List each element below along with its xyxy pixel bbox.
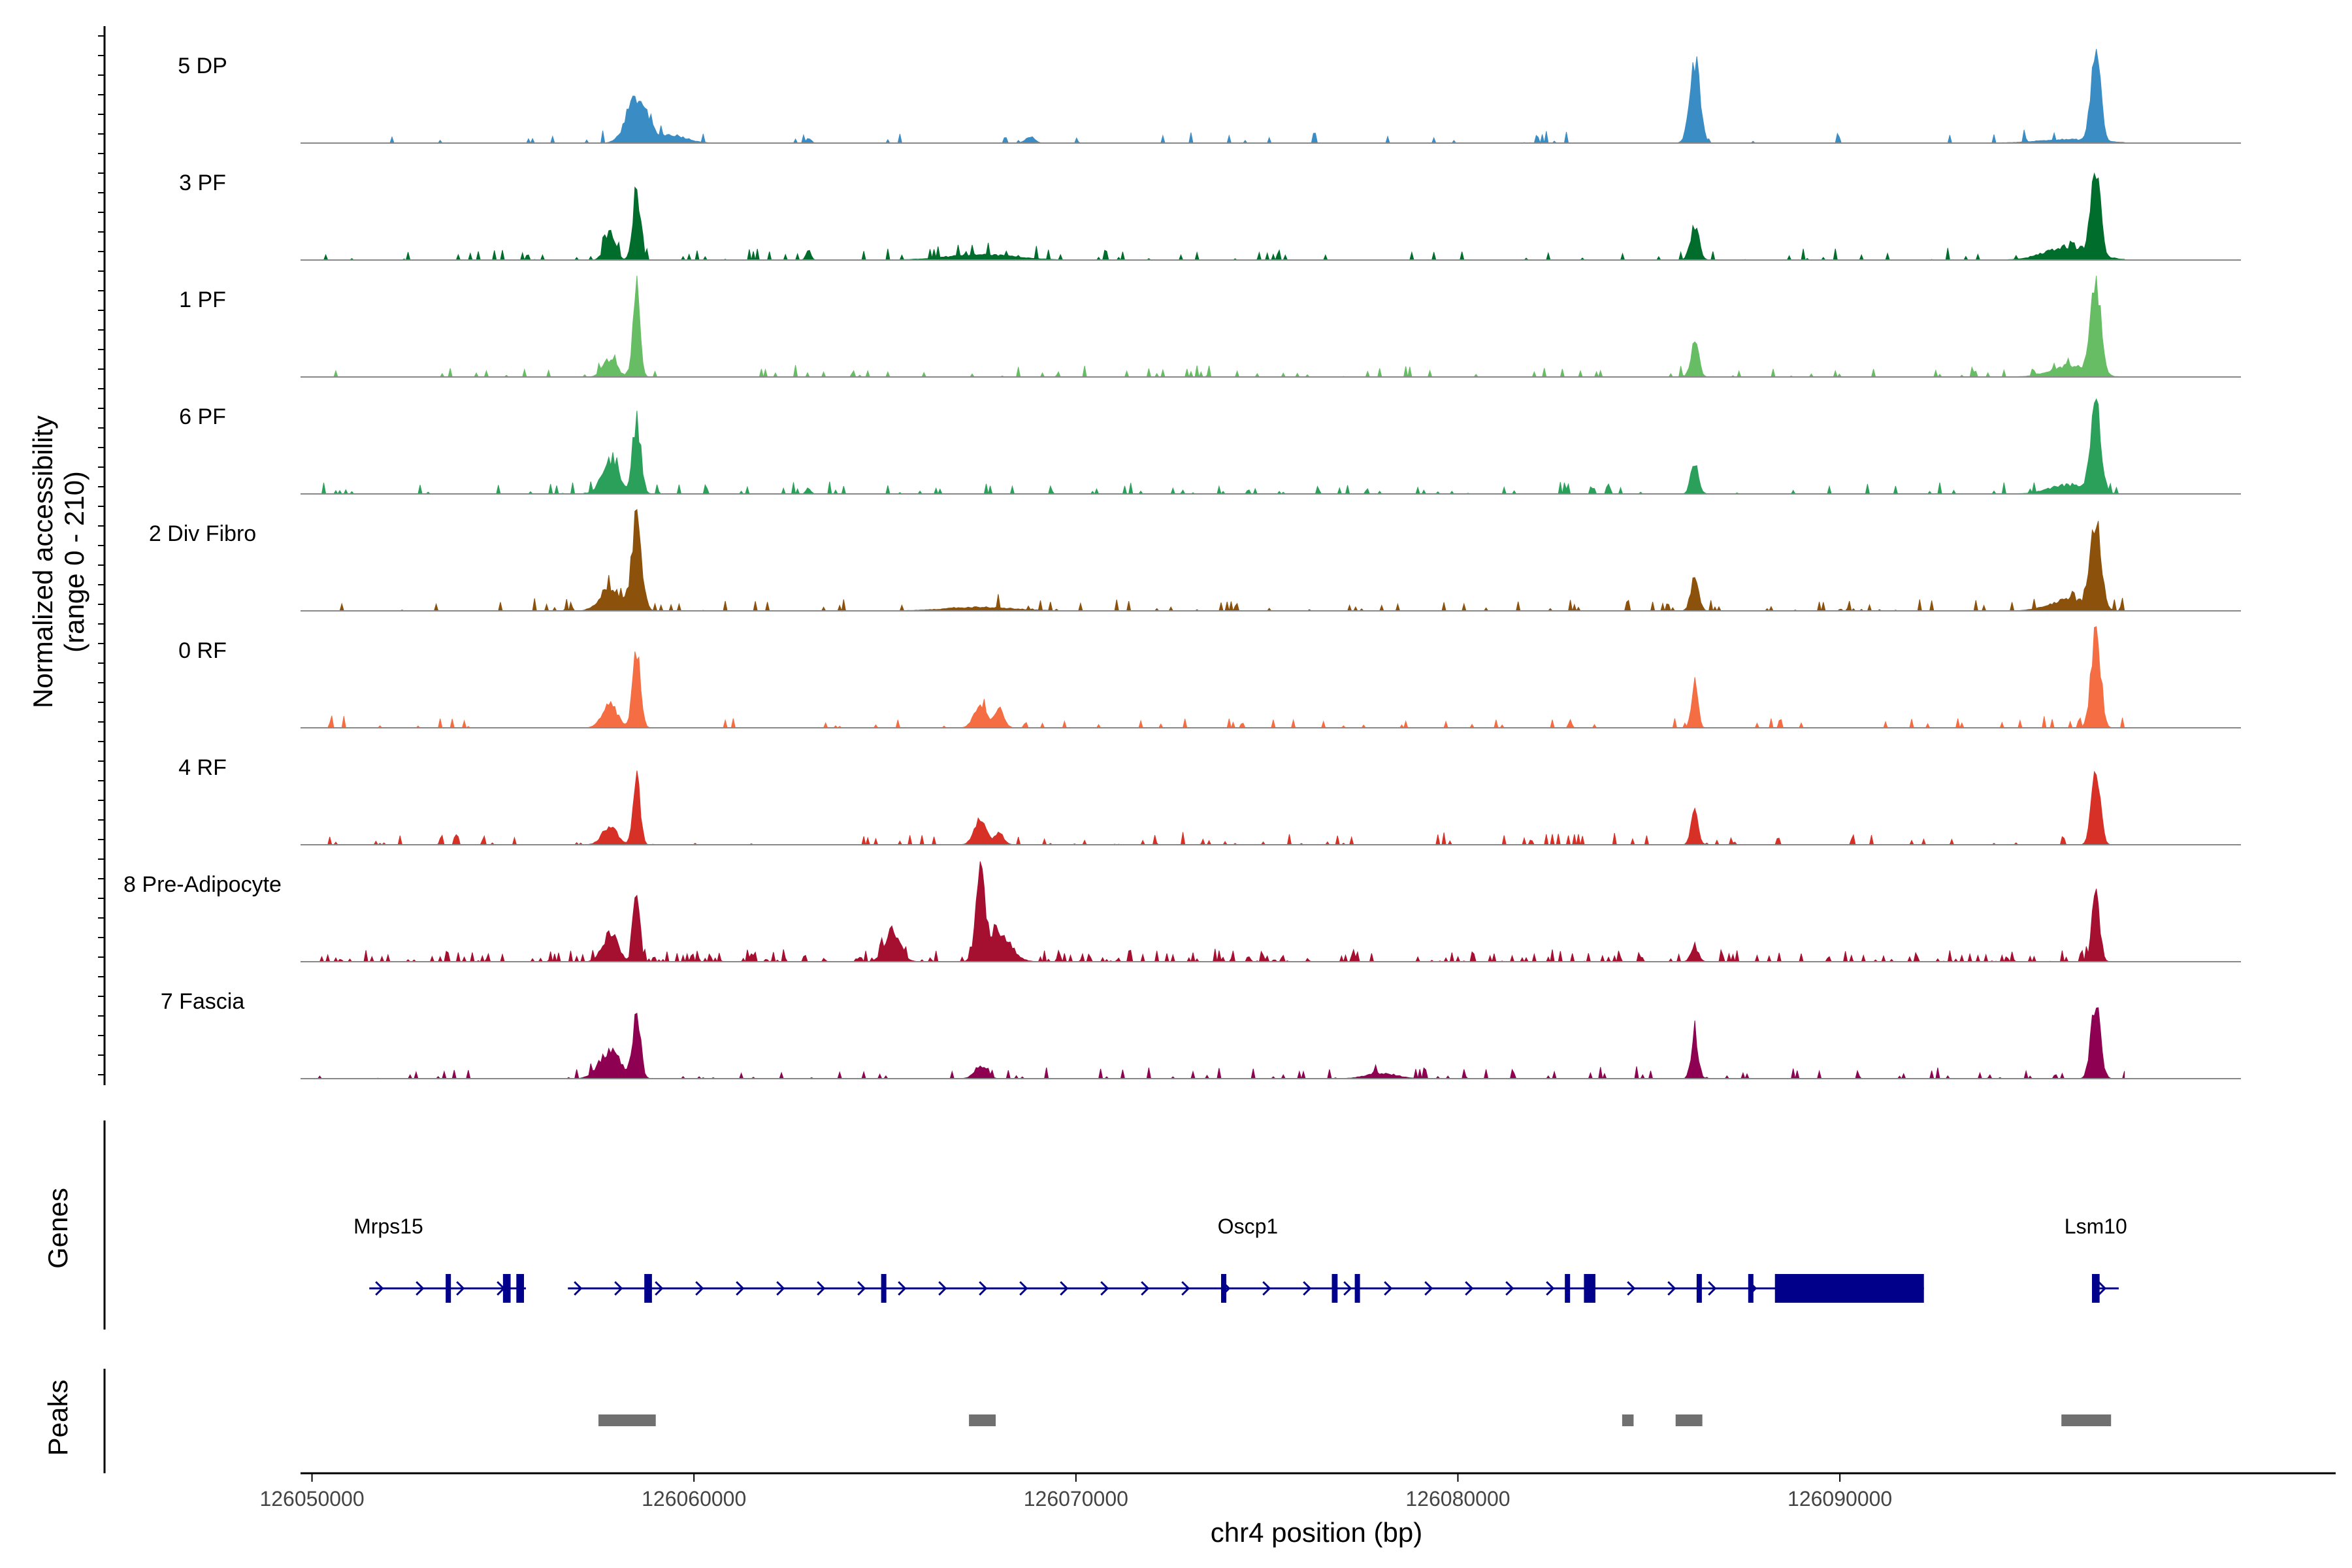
gene-label: Mrps15 [353, 1215, 423, 1238]
strand-arrow [1465, 1281, 1474, 1296]
strand-arrow [1181, 1281, 1190, 1296]
track-label: 1 PF [179, 287, 226, 312]
peaks-panel-label: Peaks [42, 1380, 73, 1456]
track-6: 0 RF [178, 626, 2241, 729]
peaks-layer [598, 1414, 2112, 1426]
strand-arrow [979, 1281, 988, 1296]
coverage-area [318, 398, 2125, 495]
track-2: 3 PF [179, 171, 2241, 261]
track-label: 7 Fascia [161, 989, 245, 1014]
strand-arrow [375, 1281, 384, 1296]
strand-arrow [1100, 1281, 1109, 1296]
track-3: 1 PF [179, 275, 2241, 378]
coverage-area [317, 1007, 2125, 1080]
peak-region [969, 1414, 996, 1426]
strand-arrow [1708, 1281, 1717, 1296]
strand-arrow [695, 1281, 704, 1296]
strand-arrow [1424, 1281, 1433, 1296]
x-tick-label: 126060000 [642, 1487, 746, 1511]
track-label: 2 Div Fibro [149, 521, 256, 546]
strand-arrow [1060, 1281, 1069, 1296]
y-axis-title-line2: (range 0 - 210) [59, 471, 90, 653]
exon [1354, 1274, 1360, 1303]
strand-arrow [574, 1281, 583, 1296]
exon [2091, 1274, 2100, 1303]
strand-arrow [1384, 1281, 1393, 1296]
exon [1696, 1274, 1702, 1303]
exon [446, 1274, 451, 1303]
strand-arrow [1667, 1281, 1676, 1296]
strand-arrow [1262, 1281, 1271, 1296]
gene-oscp1: Oscp1 [568, 1215, 1924, 1303]
gene-label: Lsm10 [2065, 1215, 2127, 1238]
exon [1584, 1274, 1595, 1303]
strand-arrow [456, 1281, 465, 1296]
genes-panel-label: Genes [42, 1188, 73, 1269]
strand-arrow [614, 1281, 623, 1296]
peak-region [1675, 1414, 1703, 1426]
exon [1565, 1274, 1571, 1303]
coverage-area [318, 509, 2125, 612]
coverage-area [318, 48, 2125, 144]
track-5: 2 Div Fibro [149, 509, 2241, 612]
x-axis-title: chr4 position (bp) [1211, 1517, 1423, 1548]
gene-label: Oscp1 [1218, 1215, 1278, 1238]
strand-arrow [1141, 1281, 1150, 1296]
exon [1774, 1274, 1924, 1303]
exon [1331, 1274, 1338, 1303]
strand-arrow [817, 1281, 826, 1296]
peak-region [598, 1414, 656, 1426]
strand-arrow [1505, 1281, 1514, 1296]
x-tick-label: 126080000 [1405, 1487, 1510, 1511]
track-label: 3 PF [179, 171, 226, 195]
track-1: 5 DP [178, 48, 2241, 144]
peak-region [2061, 1414, 2112, 1426]
track-label: 5 DP [178, 54, 227, 78]
exon [502, 1274, 511, 1303]
y-axis-title-line1: Normalized accessibility [27, 416, 58, 708]
track-label: 4 RF [178, 755, 227, 780]
tracks-layer: 5 DP 3 PF 1 PF 6 PF 2 Div Fibro 0 RF 4 RF 8 Pre… [123, 48, 2241, 1080]
track-label: 8 Pre-Adipocyte [123, 872, 282, 897]
strand-arrow [1627, 1281, 1636, 1296]
exon [881, 1274, 887, 1303]
coverage-area [318, 172, 2125, 261]
coverage-area [318, 626, 2125, 729]
coverage-area [318, 770, 2125, 846]
exon [1220, 1274, 1226, 1303]
genes-layer: Mrps15 Oscp1 Lsm10 [353, 1215, 2127, 1303]
strand-arrow [1343, 1281, 1352, 1296]
strand-arrow [938, 1281, 947, 1296]
peak-region [1622, 1414, 1634, 1426]
coverage-area [318, 861, 2125, 963]
gene-lsm10: Lsm10 [2065, 1215, 2127, 1303]
coverage-area [318, 275, 2125, 378]
exon [644, 1274, 652, 1303]
strand-arrow [736, 1281, 745, 1296]
strand-arrow [2097, 1281, 2107, 1296]
exon [516, 1274, 525, 1303]
track-4: 6 PF [179, 398, 2241, 495]
strand-arrow [655, 1281, 664, 1296]
track-7: 4 RF [178, 755, 2241, 846]
x-tick-label: 126090000 [1788, 1487, 1892, 1511]
x-tick-label: 126070000 [1024, 1487, 1128, 1511]
gene-mrps15: Mrps15 [353, 1215, 526, 1303]
track-label: 0 RF [178, 638, 227, 663]
strand-arrow [1303, 1281, 1312, 1296]
strand-arrow [776, 1281, 785, 1296]
track-8: 8 Pre-Adipocyte [123, 861, 2241, 963]
exon [1748, 1274, 1754, 1303]
strand-arrow [898, 1281, 907, 1296]
track-label: 6 PF [179, 404, 226, 429]
strand-arrow [416, 1281, 425, 1296]
axes-layer: 126050000 126060000 126070000 126080000 1260… [98, 26, 2336, 1511]
x-tick-label: 126050000 [259, 1487, 364, 1511]
strand-arrow [857, 1281, 866, 1296]
strand-arrow [1546, 1281, 1555, 1296]
strand-arrow [1019, 1281, 1028, 1296]
track-9: 7 Fascia [161, 989, 2241, 1080]
